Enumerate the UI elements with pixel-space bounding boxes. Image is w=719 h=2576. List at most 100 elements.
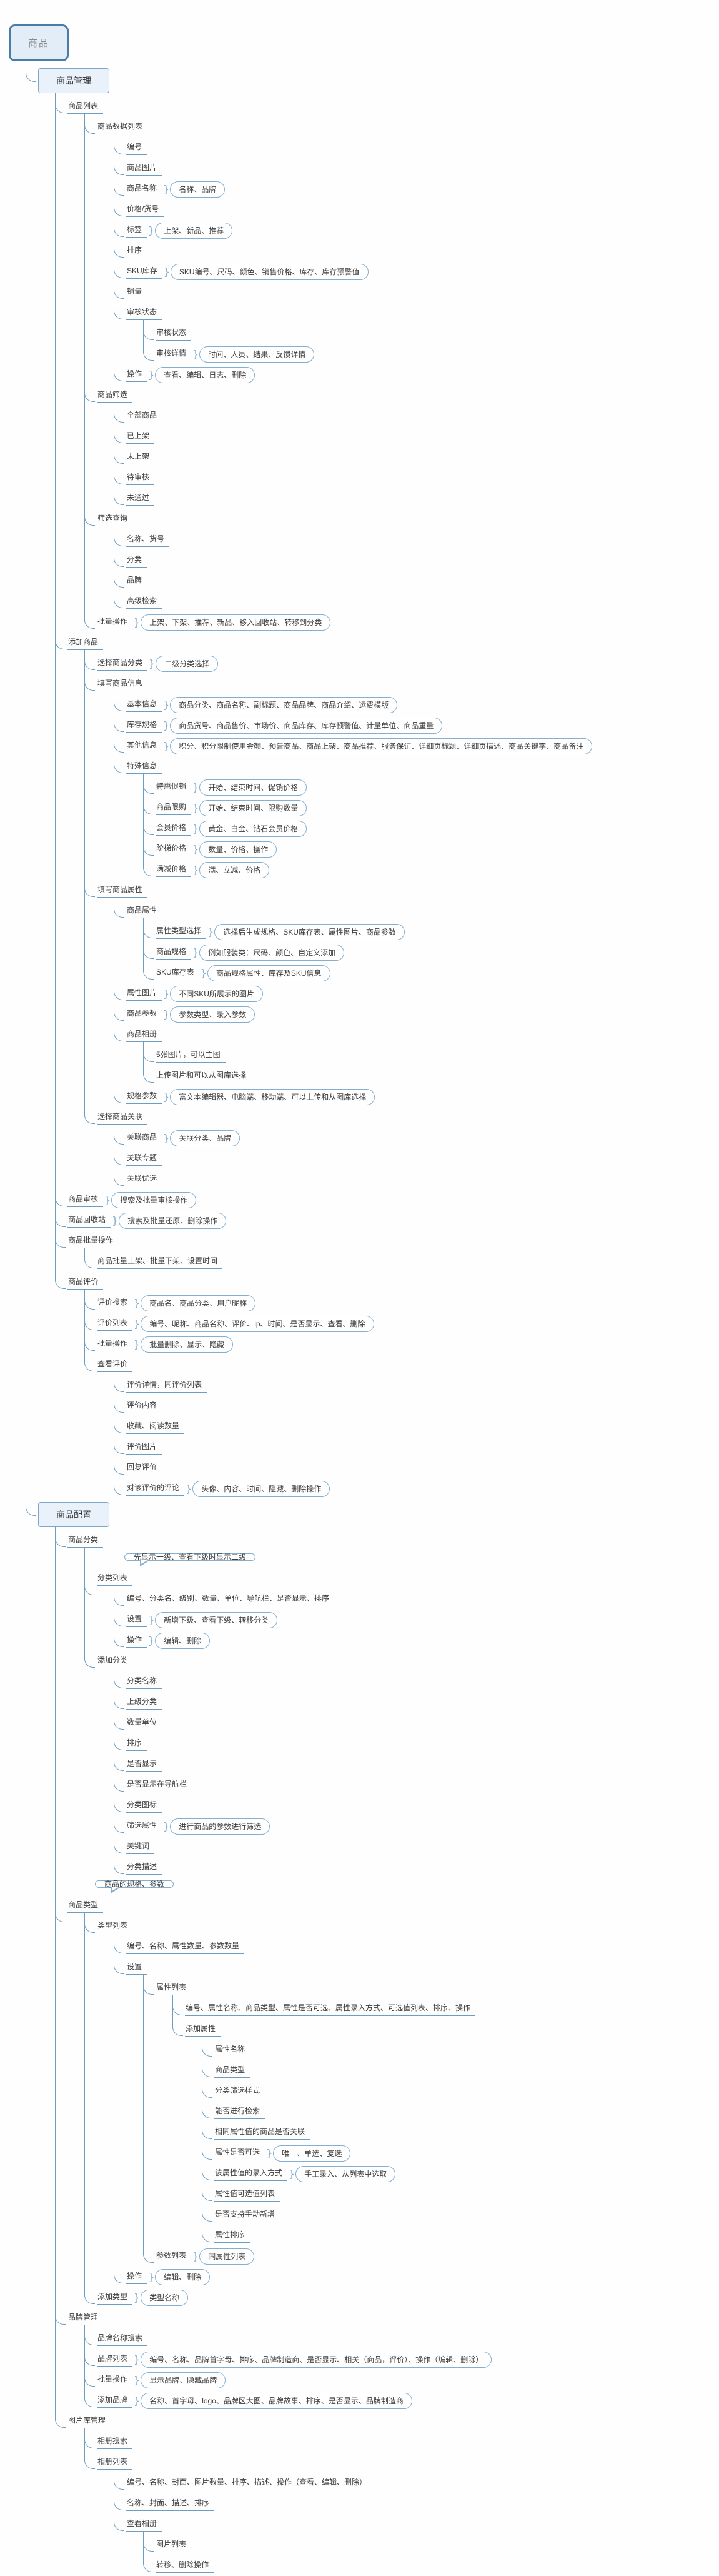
topic-label[interactable]: SKU库存表 — [156, 966, 199, 980]
topic-label[interactable]: 满减价格 — [156, 863, 192, 877]
topic-label[interactable]: 审核状态 — [126, 306, 162, 320]
detail-bubble[interactable]: 上架、下架、推荐、新品、移入回收站、转移到分类 — [141, 614, 331, 631]
topic-label[interactable]: 筛选属性 — [126, 1819, 162, 1833]
topic-label[interactable]: 商品类型 — [214, 2063, 250, 2078]
topic-label[interactable]: 品牌列表 — [97, 2352, 133, 2367]
topic-label[interactable]: 分类描述 — [126, 1860, 162, 1875]
topic-label[interactable]: 特殊信息 — [126, 759, 162, 774]
topic-label[interactable]: 选择商品分类 — [97, 656, 148, 671]
topic-label[interactable]: 操作 — [126, 368, 147, 382]
topic-label[interactable]: 上级分类 — [126, 1695, 162, 1710]
topic-label[interactable]: 回复评价 — [126, 1461, 162, 1475]
detail-bubble[interactable]: 数量、价格、操作 — [199, 841, 277, 858]
topic-label[interactable]: 品牌 — [126, 574, 147, 588]
topic-label[interactable]: 是否显示在导航栏 — [126, 1778, 192, 1792]
topic-label[interactable]: 基本信息 — [126, 698, 162, 712]
root-topic[interactable]: 商品 — [9, 24, 69, 61]
topic-label[interactable]: 商品评价 — [67, 1275, 104, 1290]
topic-label[interactable]: 商品回收站 — [67, 1213, 111, 1228]
detail-bubble[interactable]: 手工录入、从列表中选取 — [295, 2165, 396, 2182]
topic-label[interactable]: 分类筛选样式 — [214, 2084, 265, 2098]
detail-bubble[interactable]: 编辑、删除 — [155, 2268, 211, 2285]
detail-bubble[interactable]: 查看、编辑、日志、删除 — [155, 366, 255, 383]
detail-bubble[interactable]: 二级分类选择 — [156, 655, 219, 672]
topic-label[interactable]: 未通过 — [126, 491, 155, 506]
detail-bubble[interactable]: 开始、结束时间、促销价格 — [199, 779, 307, 796]
topic-label[interactable]: 分类列表 — [97, 1571, 133, 1586]
topic-label[interactable]: 关联专题 — [126, 1151, 162, 1166]
topic-label[interactable]: 销量 — [126, 285, 147, 299]
detail-bubble[interactable]: 名称、首字母、logo、品牌区大图、品牌故事、排序、是否显示、品牌制造商 — [141, 2392, 412, 2409]
topic-label[interactable]: 未上架 — [126, 450, 155, 464]
topic-label[interactable]: 类型列表 — [97, 1919, 133, 1933]
topic-label[interactable]: 分类 — [126, 553, 147, 568]
topic-label[interactable]: 上传图片和可以从图库选择 — [156, 1069, 252, 1083]
topic-label[interactable]: 评价内容 — [126, 1399, 162, 1413]
topic-label[interactable]: 属性名称 — [214, 2043, 250, 2057]
topic-label[interactable]: 相册列表 — [97, 2455, 133, 2470]
topic-label[interactable]: 相同属性值的商品是否关联 — [214, 2125, 310, 2140]
topic-label[interactable]: 该属性值的录入方式 — [214, 2167, 288, 2181]
topic-label[interactable]: 名称、封面、描述、排序 — [126, 2497, 215, 2511]
detail-bubble[interactable]: 商品货号、商品售价、市场价、商品库存、库存预警值、计量单位、商品重量 — [170, 717, 443, 734]
topic-label[interactable]: 已上架 — [126, 429, 155, 444]
topic-label[interactable]: 是否显示 — [126, 1757, 162, 1772]
detail-bubble[interactable]: 不同SKU所展示的图片 — [170, 985, 263, 1002]
topic-label[interactable]: 5张图片，可以主图 — [156, 1048, 226, 1063]
topic-label[interactable]: 属性排序 — [214, 2228, 250, 2243]
topic-label[interactable]: 特惠促销 — [156, 780, 192, 794]
detail-bubble[interactable]: 批量删除、显示、隐藏 — [141, 1336, 234, 1353]
topic-label[interactable]: 分类名称 — [126, 1675, 162, 1689]
topic-label[interactable]: 商品参数 — [126, 1007, 162, 1021]
topic-label[interactable]: 商品审核 — [67, 1193, 104, 1207]
topic-label[interactable]: 填写商品属性 — [97, 883, 148, 898]
topic-label[interactable]: 编号、名称、属性数量、参数数量 — [126, 1940, 245, 1954]
detail-bubble[interactable]: 类型名称 — [141, 2289, 189, 2306]
detail-bubble[interactable]: 上架、新品、推荐 — [155, 222, 233, 239]
callout-note[interactable]: 先显示一级、查看下级时显示二级 — [124, 1553, 256, 1566]
topic-label[interactable]: 关联优选 — [126, 1172, 162, 1186]
topic-label[interactable]: 编号 — [126, 141, 147, 155]
topic-label[interactable]: 编号、分类名、级别、数量、单位、导航栏、是否显示、排序 — [126, 1592, 335, 1606]
topic-label[interactable]: 商品规格 — [156, 945, 192, 960]
detail-bubble[interactable]: SKU编号、尺码、颜色、销售价格、库存、库存预警值 — [170, 263, 369, 280]
detail-bubble[interactable]: 新增下级、查看下级、转移分类 — [155, 1611, 278, 1628]
topic-label[interactable]: 商品列表 — [67, 99, 104, 114]
detail-bubble[interactable]: 进行商品的参数进行筛选 — [170, 1818, 270, 1835]
callout-note[interactable]: 商品的规格、参数 — [95, 1880, 174, 1893]
topic-label[interactable]: 数量单位 — [126, 1716, 162, 1730]
topic-label[interactable]: 添加商品 — [67, 636, 104, 650]
detail-bubble[interactable]: 满、立减、价格 — [199, 861, 270, 878]
topic-label[interactable]: 设置 — [126, 1960, 147, 1975]
detail-bubble[interactable]: 时间、人员、结果、反馈详情 — [199, 346, 315, 363]
topic-label[interactable]: 属性值可选值列表 — [214, 2187, 280, 2202]
detail-bubble[interactable]: 黄金、白金、钻石会员价格 — [199, 820, 307, 837]
topic-label[interactable]: 商品分类 — [67, 1533, 104, 1548]
topic-label[interactable]: 设置 — [126, 1613, 147, 1627]
topic-label[interactable]: 图片库管理 — [67, 2414, 111, 2428]
topic-label[interactable]: 商品批量操作 — [67, 1234, 119, 1248]
topic-label[interactable]: 评价列表 — [97, 1316, 133, 1331]
topic-label[interactable]: 是否支持手动新增 — [214, 2208, 280, 2222]
topic-label[interactable]: 查看相册 — [126, 2517, 162, 2532]
topic-label[interactable]: 待审核 — [126, 471, 155, 485]
topic-label[interactable]: 操作 — [126, 1633, 147, 1648]
topic-label[interactable]: 属性图片 — [126, 986, 162, 1001]
detail-bubble[interactable]: 头像、内容、时间、隐藏、删除操作 — [192, 1480, 330, 1497]
topic-label[interactable]: 图片列表 — [156, 2538, 192, 2552]
topic-label[interactable]: 编号、属性名称、商品类型、属性是否可选、属性录入方式、可选值列表、排序、操作 — [185, 2002, 476, 2016]
topic-label[interactable]: 批量操作 — [97, 615, 133, 629]
detail-bubble[interactable]: 搜索及批量审核操作 — [111, 1191, 197, 1208]
topic-label[interactable]: SKU库存 — [126, 264, 162, 279]
topic-label[interactable]: 会员价格 — [156, 821, 192, 836]
topic-label[interactable]: 属性类型选择 — [156, 925, 207, 939]
topic-label[interactable]: 批量操作 — [97, 2373, 133, 2387]
detail-bubble[interactable]: 富文本编辑器、电脑端、移动端、可以上传和从图库选择 — [170, 1088, 375, 1105]
topic-label[interactable]: 商品名称 — [126, 182, 162, 196]
topic-label[interactable]: 批量操作 — [97, 1337, 133, 1351]
topic-label[interactable]: 添加分类 — [97, 1654, 133, 1668]
detail-bubble[interactable]: 编号、名称、品牌首字母、排序、品牌制造商、是否显示、相关（商品，评价）、操作（编… — [141, 2351, 492, 2368]
topic-label[interactable]: 商品限购 — [156, 801, 192, 815]
detail-bubble[interactable]: 例如服装类：尺码、颜色、自定义添加 — [199, 944, 345, 961]
detail-bubble[interactable]: 同属性列表 — [199, 2248, 255, 2265]
